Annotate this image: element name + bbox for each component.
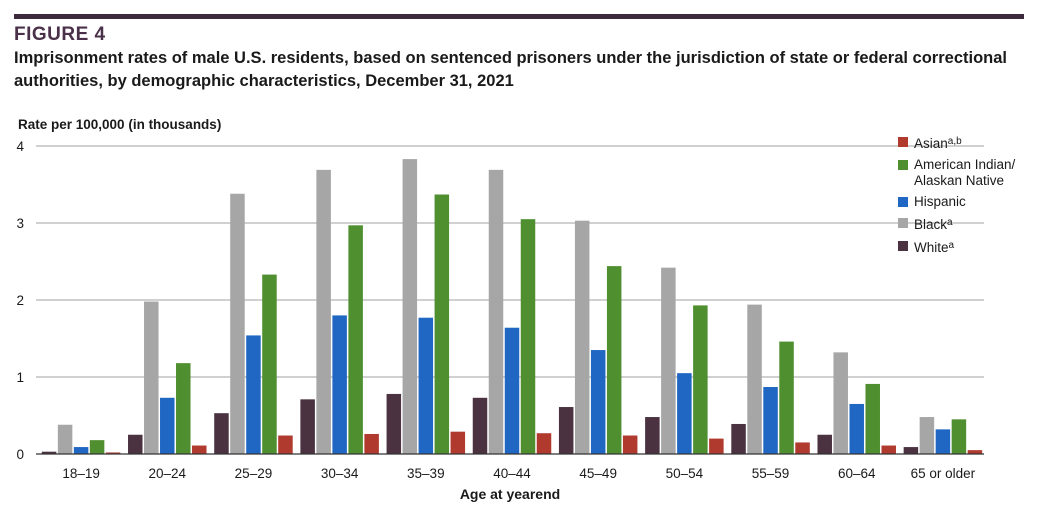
x-tick-label: 30–34 [321,466,359,481]
bar [262,274,277,454]
bar [73,447,89,454]
bar [574,220,590,454]
legend-footnote-marker: a,b [947,136,962,147]
bar [144,301,159,454]
bar [865,383,880,454]
bar [402,159,418,454]
bar [520,219,536,454]
bar [606,266,622,454]
bar [41,451,57,454]
legend-label: Asian [914,136,948,151]
bar [450,431,466,454]
legend-item: Hispanic [898,194,1015,210]
y-tick-label: 3 [16,216,24,231]
bar [418,317,434,454]
figure-title: Imprisonment rates of male U.S. resident… [14,49,1007,90]
bar [472,397,488,454]
bar [192,445,207,454]
bar [967,450,983,454]
legend-footnote-marker: a [948,240,955,251]
bar [160,397,175,454]
bar [386,393,402,454]
bar [645,417,660,454]
bar [661,267,676,454]
x-tick-label: 65 or older [911,466,976,481]
bar [881,445,896,454]
legend-label: American Indian/Alaskan Native [914,157,1016,188]
bar [316,169,331,454]
bar [128,434,143,454]
bar [230,193,245,455]
bar [332,315,347,454]
bar [731,423,746,454]
bar [795,442,810,454]
bar [779,341,794,454]
x-tick-label: 20–24 [148,466,186,481]
legend-swatch [898,218,908,228]
x-tick-label: 55–59 [752,466,790,481]
bar [278,435,293,454]
bar [488,169,504,454]
legend-swatch [898,137,908,147]
bar [536,433,552,454]
bar [935,429,951,454]
y-axis-label: Rate per 100,000 (in thousands) [18,117,221,132]
x-tick-label: 18–19 [62,466,100,481]
bar [300,399,315,454]
x-tick-label: 35–39 [407,466,445,481]
legend-footnote-marker: a [947,217,953,228]
bar [434,194,450,454]
legend-swatch [898,241,908,251]
bar [364,433,379,454]
bar [176,363,191,454]
legend-label: Hispanic [914,194,966,209]
bar [558,407,574,454]
legend-item: American Indian/Alaskan Native [898,157,1015,189]
legend-item: Asiana,b [898,134,1015,152]
y-tick-label: 4 [16,139,24,154]
bar [214,413,229,454]
legend-item: Whitea [898,238,1015,256]
figure-label: FIGURE 4 [14,24,106,45]
bar [348,225,363,454]
x-tick-label: 25–29 [235,466,273,481]
bar [89,440,105,454]
legend-label: White [914,240,949,255]
bar [951,419,967,454]
bar [246,335,261,454]
bar [903,447,919,454]
bar [817,434,832,454]
x-tick-label: 40–44 [493,466,531,481]
legend-item: Blacka [898,215,1015,233]
y-tick-label: 1 [16,370,24,385]
legend: Asiana,b American Indian/Alaskan Native Hi… [898,134,1015,261]
bar [622,435,638,454]
bar [919,417,935,454]
x-tick-label: 60–64 [838,466,876,481]
legend-swatch [898,197,908,207]
bar [849,403,864,454]
bar [677,373,692,454]
y-tick-label: 2 [16,293,24,308]
legend-label: Black [914,217,948,232]
bar [747,304,762,454]
bar [763,387,778,454]
bar [57,424,73,454]
x-tick-label: 45–49 [579,466,617,481]
bar [709,438,724,454]
bar [105,452,121,454]
y-tick-label: 0 [16,447,24,462]
bar [590,350,606,454]
legend-swatch [898,160,908,170]
x-axis-label: Age at yearend [460,486,560,502]
bar [693,305,708,454]
bar [833,352,848,454]
header-rule [14,14,1024,19]
x-tick-label: 50–54 [666,466,704,481]
bar [504,327,520,454]
